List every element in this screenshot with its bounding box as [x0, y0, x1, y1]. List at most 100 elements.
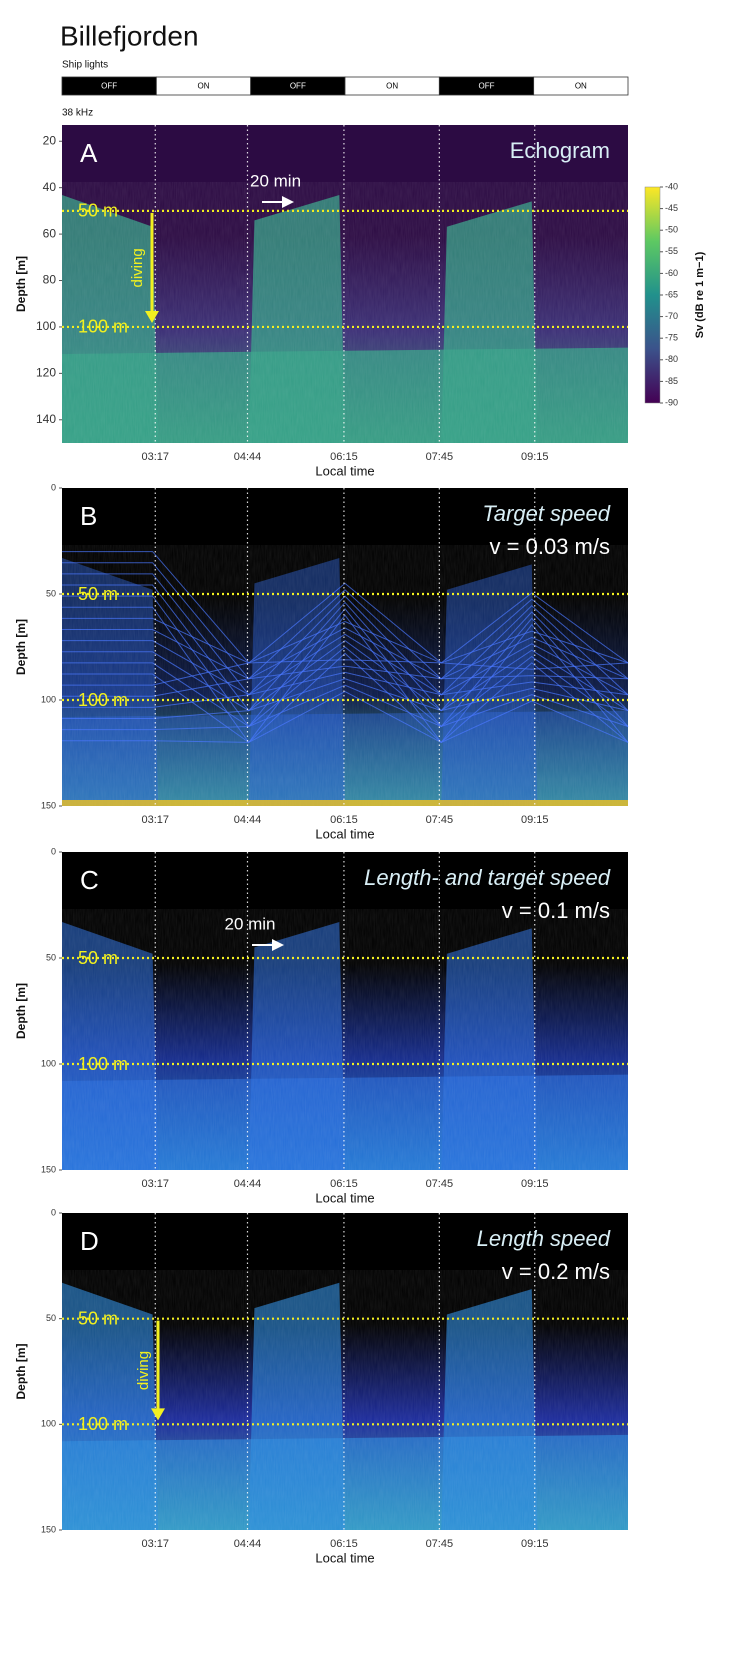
y-tick-label: 50 — [46, 952, 56, 962]
echogram-track — [62, 573, 629, 696]
echogram-panel — [62, 1213, 628, 1530]
x-tick-label: 09:15 — [521, 1538, 549, 1550]
echogram-track — [62, 652, 629, 744]
panel-title: Target speed — [482, 501, 610, 526]
colorbar-tick-label: -60 — [665, 268, 678, 278]
y-tick-label: 0 — [51, 482, 56, 492]
echogram-track — [62, 617, 629, 664]
echogram-track — [62, 562, 629, 680]
x-axis-label: Local time — [315, 1190, 374, 1205]
echogram-track — [62, 627, 629, 680]
depth-label: 50 m — [78, 584, 118, 604]
depth-label: 50 m — [78, 201, 118, 221]
x-tick-label: 07:45 — [426, 451, 454, 463]
x-tick-label: 06:15 — [330, 1178, 358, 1190]
light-label: OFF — [101, 82, 117, 91]
x-tick-label: 07:45 — [426, 1178, 454, 1190]
y-tick-label: 150 — [41, 800, 56, 810]
panel-subtitle: v = 0.03 m/s — [490, 534, 610, 559]
colorbar-tick-label: -90 — [665, 397, 678, 407]
colorbar-tick-label: -45 — [665, 203, 678, 213]
panel-letter: D — [80, 1226, 99, 1256]
echogram-track — [62, 606, 629, 744]
x-axis-label: Local time — [315, 1550, 374, 1565]
y-axis-label: Depth [m] — [14, 256, 28, 312]
x-tick-label: 06:15 — [330, 814, 358, 826]
light-segment — [533, 76, 629, 96]
x-tick-label: 04:44 — [234, 1178, 262, 1190]
depth-label: 100 m — [78, 1414, 128, 1434]
y-axis-label: Depth [m] — [14, 619, 28, 675]
echogram-bottom — [62, 800, 628, 806]
y-tick-label: 60 — [43, 226, 57, 240]
colorbar-tick-label: -80 — [665, 354, 678, 364]
x-tick-label: 03:17 — [142, 1178, 170, 1190]
echogram-texture — [62, 909, 628, 1170]
x-tick-label: 04:44 — [234, 1538, 262, 1550]
echogram-panel — [62, 488, 629, 806]
echogram-texture — [62, 1270, 628, 1530]
panel-title: Length speed — [477, 1226, 611, 1251]
annotation-arrowhead — [272, 939, 284, 951]
y-tick-label: 100 — [41, 1058, 56, 1068]
echogram-panel — [62, 125, 628, 444]
light-label: OFF — [290, 82, 306, 91]
y-tick-label: 20 — [43, 133, 57, 147]
x-tick-label: 04:44 — [234, 451, 262, 463]
annotation: diving — [135, 1351, 152, 1390]
y-axis-label: Depth [m] — [14, 983, 28, 1039]
echogram-track — [62, 665, 629, 697]
depth-label: 100 m — [78, 317, 128, 337]
colorbar-tick-label: -40 — [665, 181, 678, 191]
echogram-panel — [62, 852, 628, 1170]
panel-subtitle: v = 0.1 m/s — [502, 898, 610, 923]
depth-label: 100 m — [78, 1054, 128, 1074]
x-tick-label: 06:15 — [330, 1538, 358, 1550]
light-label: ON — [386, 82, 398, 91]
y-tick-label: 0 — [51, 1207, 56, 1217]
x-tick-label: 06:15 — [330, 451, 358, 463]
colorbar-tick-label: -75 — [665, 333, 678, 343]
panel-letter: B — [80, 501, 97, 531]
x-tick-label: 09:15 — [521, 1178, 549, 1190]
colorbar-label: Sv (dB re 1 m−1) — [694, 251, 706, 338]
y-tick-label: 0 — [51, 846, 56, 856]
colorbar-tick-label: -55 — [665, 246, 678, 256]
annotation: 20 min — [224, 914, 275, 933]
y-axis-label: Depth [m] — [14, 1344, 28, 1400]
annotation: diving — [129, 248, 146, 287]
x-tick-label: 03:17 — [142, 1538, 170, 1550]
y-tick-label: 100 — [41, 694, 56, 704]
colorbar-tick-label: -70 — [665, 311, 678, 321]
annotation-arrowhead — [145, 310, 159, 323]
annotation-arrowhead — [282, 196, 294, 208]
x-tick-label: 04:44 — [234, 814, 262, 826]
y-tick-label: 50 — [46, 1313, 56, 1323]
light-label: OFF — [479, 82, 495, 91]
echogram-track — [62, 671, 629, 708]
panel-letter: C — [80, 865, 99, 895]
x-axis-label: Local time — [315, 463, 374, 478]
echogram-track — [62, 640, 629, 712]
y-tick-label: 140 — [36, 412, 56, 426]
echogram-track — [62, 646, 629, 728]
y-tick-label: 100 — [41, 1419, 56, 1429]
panel-letter: A — [80, 138, 98, 168]
y-tick-label: 150 — [41, 1524, 56, 1534]
annotation: 20 min — [250, 171, 301, 190]
light-label: ON — [198, 82, 210, 91]
colorbar-tick-label: -65 — [665, 289, 678, 299]
y-tick-label: 40 — [43, 180, 57, 194]
x-tick-label: 09:15 — [521, 451, 549, 463]
echogram-track — [62, 659, 629, 686]
y-tick-label: 50 — [46, 588, 56, 598]
depth-label: 100 m — [78, 690, 128, 710]
colorbar-tick-label: -85 — [665, 376, 678, 386]
echogram-track — [62, 684, 629, 731]
x-tick-label: 03:17 — [142, 814, 170, 826]
panel-subtitle: v = 0.2 m/s — [502, 1259, 610, 1284]
echogram-track — [62, 633, 629, 696]
y-tick-label: 80 — [43, 273, 57, 287]
echogram-track — [62, 551, 629, 664]
